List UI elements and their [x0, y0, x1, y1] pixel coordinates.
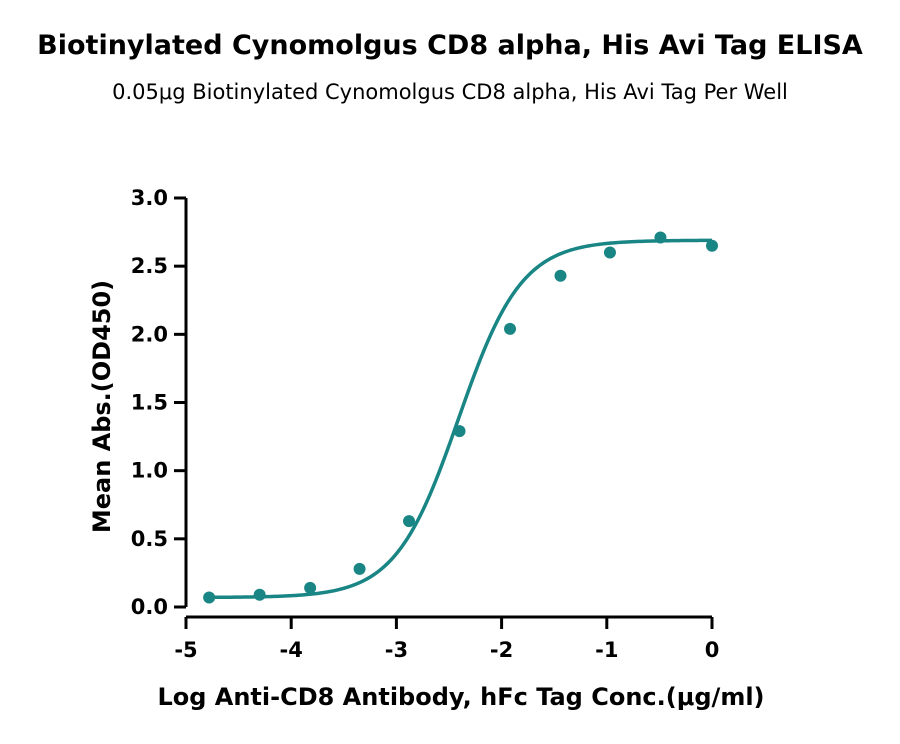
- axes: [174, 196, 714, 629]
- data-point: [554, 269, 567, 282]
- tick-labels: 0.0 0.5 1.0 1.5 2.0 2.5 3.0 -5 -4 -3 -2 -1 0: [131, 186, 720, 662]
- data-point: [304, 581, 317, 594]
- y-axis-label: Mean Abs.(OD450): [88, 280, 116, 533]
- y-tick-label: 0.5: [131, 527, 168, 551]
- x-tick-label: -1: [595, 638, 618, 662]
- data-point: [504, 322, 517, 335]
- data-point: [353, 562, 366, 575]
- y-tick-label: 3.0: [131, 186, 168, 210]
- fit-curve: [209, 238, 713, 600]
- y-tick-label: 2.5: [131, 254, 168, 278]
- data-point: [706, 239, 718, 252]
- data-point: [203, 591, 216, 604]
- y-tick-label: 1.0: [131, 459, 168, 483]
- x-tick-label: -2: [490, 638, 513, 662]
- y-tick-label: 2.0: [131, 322, 168, 346]
- x-axis-label: Log Anti-CD8 Antibody, hFc Tag Conc.(μg/…: [157, 683, 764, 711]
- x-tick-label: -5: [174, 638, 197, 662]
- data-point: [603, 246, 616, 259]
- chart-subtitle: 0.05μg Biotinylated Cynomolgus CD8 alpha…: [112, 80, 788, 104]
- y-tick-label: 1.5: [131, 391, 168, 415]
- data-points: [203, 231, 718, 604]
- chart-title: Biotinylated Cynomolgus CD8 alpha, His A…: [37, 30, 863, 61]
- x-tick-label: -4: [280, 638, 303, 662]
- data-point: [403, 515, 416, 528]
- data-point: [253, 588, 266, 601]
- data-point: [453, 425, 466, 438]
- x-tick-label: -3: [385, 638, 408, 662]
- y-tick-label: 0.0: [131, 595, 168, 619]
- x-tick-label: 0: [705, 638, 720, 662]
- data-point: [654, 231, 667, 244]
